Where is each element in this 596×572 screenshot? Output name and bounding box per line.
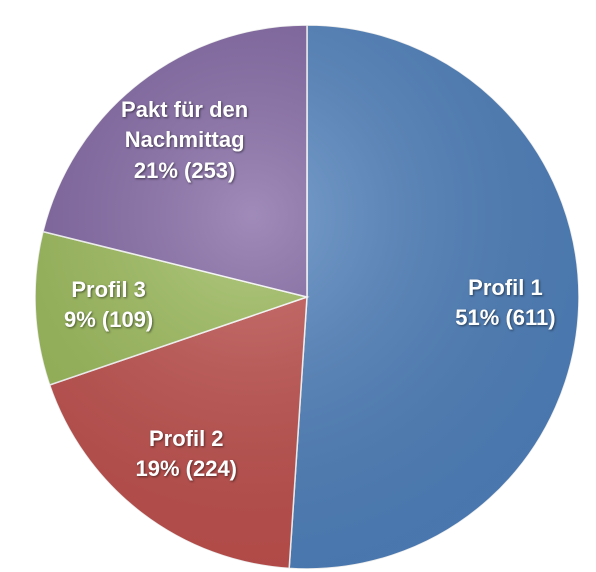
category-label: Pakt für den Nachmittag: [121, 96, 249, 153]
slice-label: Pakt für den Nachmittag 21% (253): [100, 94, 270, 186]
value-label: 21% (253): [133, 158, 236, 184]
value-label: 9% (109): [63, 307, 154, 333]
value-label: 51% (611): [455, 305, 556, 331]
category-label: Profil 3: [71, 276, 146, 302]
category-label: Profil 1: [468, 274, 543, 300]
slice-label: Profil 2 19% (224): [101, 424, 271, 486]
value-label: 19% (224): [135, 456, 238, 482]
category-label: Profil 2: [148, 425, 224, 451]
slice-label: Profil 1 51% (611): [420, 273, 590, 335]
slice-label: Profil 3 9% (109): [24, 275, 194, 337]
